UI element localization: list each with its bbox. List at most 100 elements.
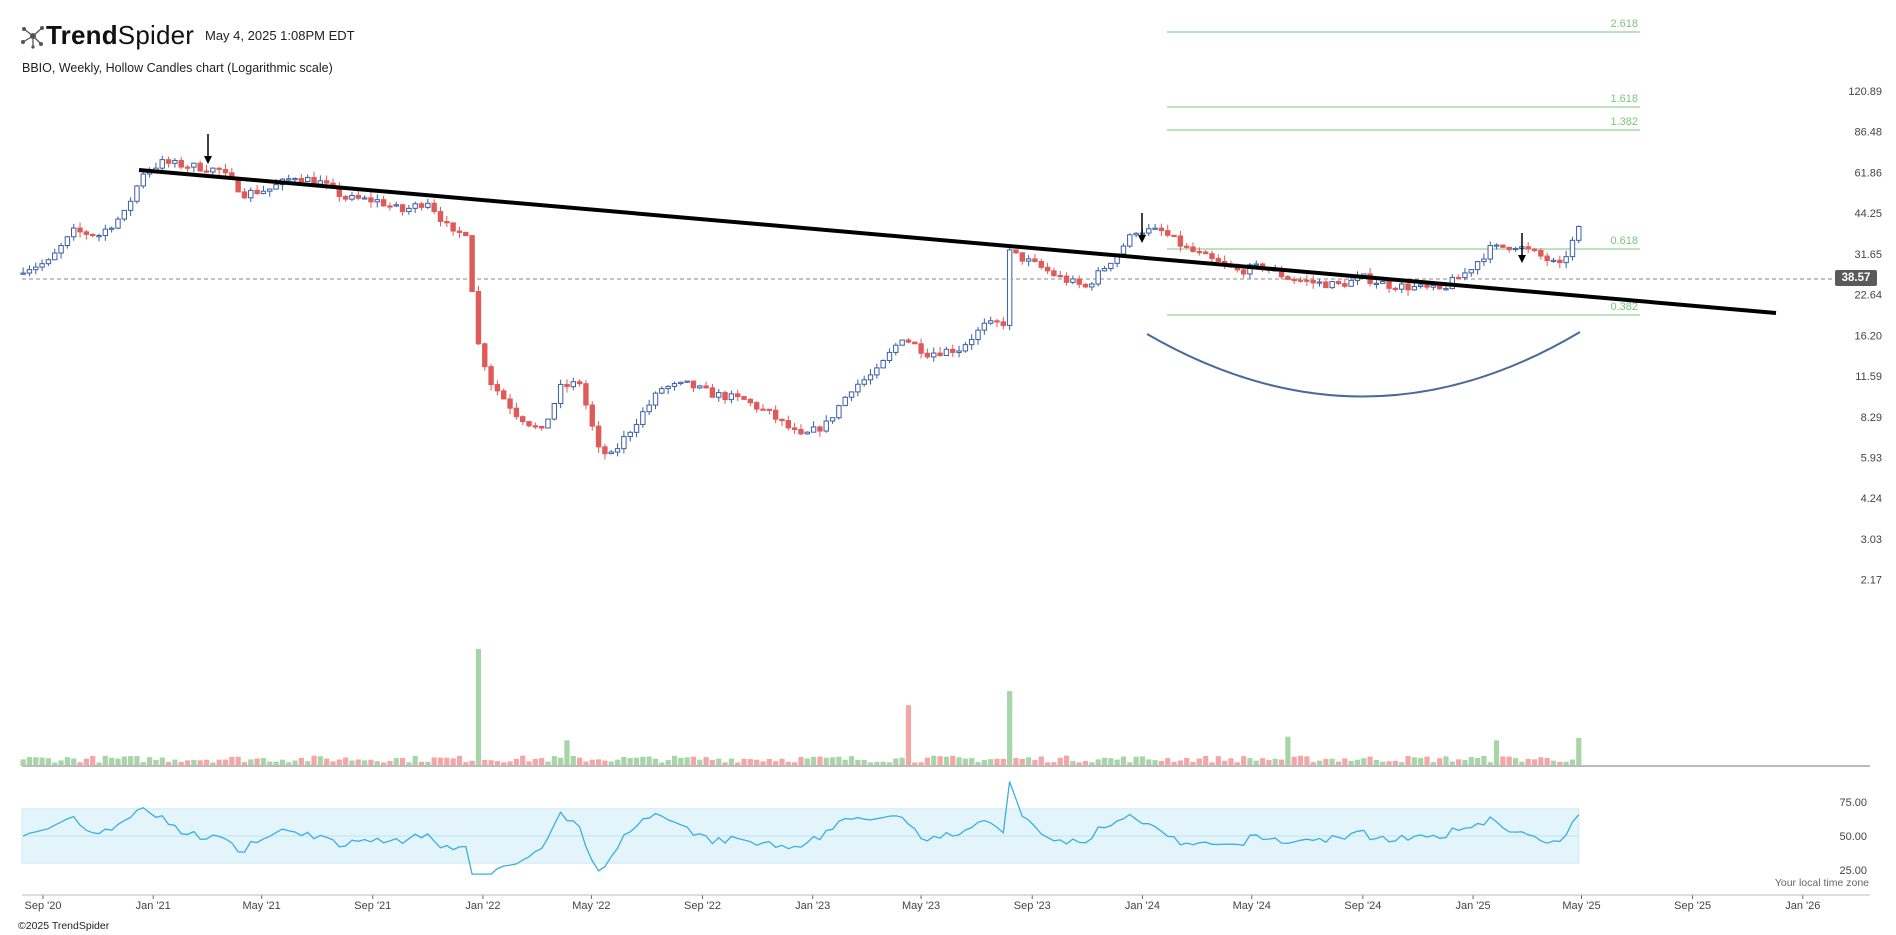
volume-bar (380, 762, 387, 766)
price-candles (20, 155, 1582, 460)
volume-bar (1437, 758, 1443, 766)
candle-body (292, 178, 298, 181)
candle-body (1057, 274, 1063, 278)
volume-bar (267, 761, 273, 766)
volume-bar (1348, 760, 1354, 766)
volume-bar (475, 649, 482, 766)
volume-bar (241, 762, 248, 766)
candle-body (968, 338, 975, 346)
candle-body (1291, 278, 1297, 282)
volume-bar (1380, 761, 1386, 766)
volume-bar (399, 757, 406, 766)
volume-bar (469, 760, 475, 766)
candle-body (1177, 235, 1184, 247)
candle-body (918, 343, 924, 354)
volume-bar (741, 758, 747, 766)
volume-bar (1215, 756, 1221, 766)
candle-body (1304, 279, 1310, 282)
volume-bar (1095, 759, 1101, 766)
volume-bar (1051, 762, 1057, 766)
candle-body (1417, 284, 1424, 288)
candle-body (26, 269, 33, 274)
candle-body (520, 416, 526, 423)
volume-bar (39, 757, 45, 766)
volume-bar (1462, 759, 1468, 766)
volume-bar (368, 759, 374, 766)
candle-body (753, 402, 760, 410)
volume-bar (406, 762, 412, 766)
candle-body (564, 383, 570, 388)
volume-bar (216, 759, 222, 766)
copyright-footer: ©2025 TrendSpider (18, 920, 110, 932)
volume-bar (140, 762, 146, 766)
candle-body (368, 197, 374, 203)
candle-body (975, 329, 981, 340)
candle-body (456, 230, 463, 233)
candle-body (823, 420, 829, 432)
volume-bar (1411, 757, 1417, 766)
candle-body (874, 367, 880, 376)
volume-bar (943, 756, 949, 766)
candle-body (254, 189, 260, 194)
volume-bar (1373, 760, 1380, 766)
candle-body (671, 383, 678, 387)
volume-bar (1026, 757, 1032, 766)
volume-bar (1089, 762, 1095, 766)
candle-body (71, 227, 77, 238)
candle-body (317, 180, 324, 185)
volume-bar (886, 762, 893, 766)
candle-body (1538, 250, 1544, 257)
candle-body (931, 352, 937, 358)
volume-bar (785, 761, 791, 766)
volume-bar (1316, 760, 1323, 766)
time-tick-label: Jan '25 (1456, 900, 1491, 912)
volume-bar (292, 760, 298, 766)
price-tick-label: 16.20 (1854, 330, 1882, 342)
volume-bar (975, 762, 981, 766)
candle-body (924, 352, 931, 358)
volume-bar (627, 757, 633, 766)
candle-body (374, 199, 380, 203)
volume-bar (690, 756, 697, 766)
candle-body (1392, 287, 1399, 291)
volume-bar (1158, 761, 1165, 766)
candle-body (538, 425, 545, 429)
candle-body (387, 205, 393, 208)
volume-bar (595, 759, 602, 766)
volume-bar (412, 755, 418, 766)
volume-bar (798, 757, 804, 766)
volume-bar (728, 758, 734, 766)
time-tick-label: Jan '24 (1125, 900, 1160, 912)
rsi-panel (21, 781, 1580, 875)
candle-body (659, 388, 665, 394)
candle-body (1468, 269, 1474, 274)
candle-body (216, 167, 222, 170)
volume-bar (210, 762, 216, 766)
candle-body (608, 451, 614, 455)
volume-bar (1418, 757, 1424, 766)
volume-bar (646, 756, 652, 766)
candle-body (58, 245, 64, 254)
price-tick-label: 120.89 (1848, 86, 1882, 98)
candle-body (1285, 276, 1291, 280)
volume-bar (431, 757, 437, 766)
candle-body (197, 162, 203, 172)
candle-body (937, 352, 943, 357)
candle-body (437, 211, 444, 222)
volume-bar (330, 761, 336, 766)
candle-body (772, 409, 779, 420)
candle-body (140, 173, 146, 187)
candle-body (994, 320, 1000, 323)
volume-bar (349, 760, 355, 766)
time-tick-label: Sep '23 (1014, 900, 1051, 912)
rsi-axis: 75.00 50.00 25.00 (1839, 797, 1867, 877)
volume-bar (64, 757, 70, 766)
volume-bar (1247, 758, 1253, 766)
candle-body (1474, 261, 1481, 271)
candle-body (203, 170, 210, 173)
pivot-arrows (204, 134, 1526, 263)
volume-bar (147, 757, 153, 766)
volume-bar (709, 759, 716, 766)
volume-bar (773, 761, 779, 766)
volume-bar (1449, 761, 1455, 766)
